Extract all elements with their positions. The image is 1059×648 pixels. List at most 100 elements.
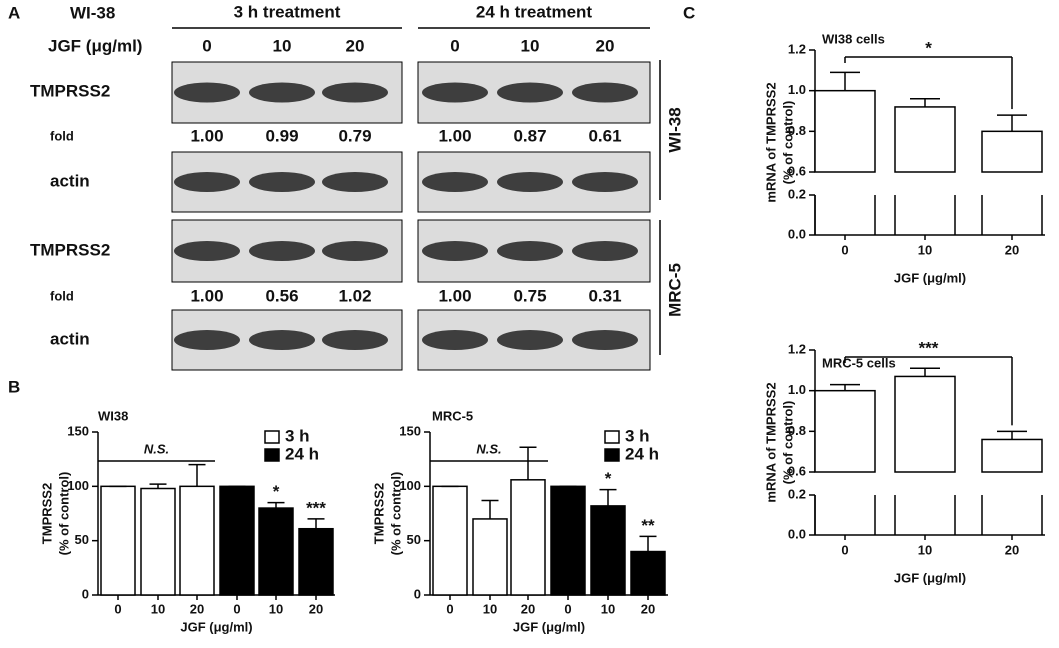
y-tick-label: 1.2 bbox=[788, 341, 806, 356]
fold-value: 0.79 bbox=[338, 126, 371, 145]
y-tick-label: 50 bbox=[407, 532, 421, 547]
y-axis-label: TMPRSS2 bbox=[371, 483, 386, 544]
fold-value: 1.00 bbox=[438, 286, 471, 305]
bar bbox=[550, 485, 586, 596]
y-tick-label: 0 bbox=[82, 586, 89, 601]
band bbox=[422, 330, 488, 350]
y-tick-label: 1.0 bbox=[788, 82, 806, 97]
dose: 0 bbox=[450, 36, 459, 55]
x-axis-label: JGF (μg/ml) bbox=[894, 570, 966, 585]
y-tick-label: 100 bbox=[67, 478, 89, 493]
band bbox=[174, 330, 240, 350]
x-tick-label: 10 bbox=[918, 242, 932, 257]
panel-label: A bbox=[8, 3, 20, 22]
y-tick-label: 0.2 bbox=[788, 186, 806, 201]
dose: 0 bbox=[202, 36, 211, 55]
band bbox=[174, 82, 240, 103]
x-tick-label: 20 bbox=[309, 601, 323, 616]
legend-swatch bbox=[264, 430, 280, 444]
x-tick-label: 10 bbox=[601, 601, 615, 616]
fold-value: 0.56 bbox=[265, 286, 298, 305]
band bbox=[422, 172, 488, 192]
dose: 20 bbox=[346, 36, 365, 55]
y-axis-label: mRNA of TMPRSS2 bbox=[763, 82, 778, 202]
bar bbox=[814, 389, 876, 473]
band bbox=[497, 330, 563, 350]
fold-value: 0.99 bbox=[265, 126, 298, 145]
y-axis-label: TMPRSS2 bbox=[39, 483, 54, 544]
side-label: WI-38 bbox=[665, 107, 684, 152]
y-axis-label: (% of control) bbox=[780, 401, 795, 485]
x-axis-label: JGF (μg/ml) bbox=[894, 270, 966, 285]
panel-label: B bbox=[8, 377, 20, 396]
row-label: fold bbox=[50, 288, 74, 303]
x-tick-label: 0 bbox=[841, 542, 848, 557]
band bbox=[174, 172, 240, 192]
chart-subtitle: MRC-5 bbox=[432, 408, 473, 423]
y-tick-label: 0.8 bbox=[788, 123, 806, 138]
dose-label: JGF (μg/ml) bbox=[48, 36, 142, 55]
x-tick-label: 20 bbox=[1005, 542, 1019, 557]
x-tick-label: 10 bbox=[269, 601, 283, 616]
significance: * bbox=[925, 38, 932, 57]
band bbox=[322, 241, 388, 261]
bar bbox=[894, 375, 956, 473]
bar bbox=[179, 485, 215, 596]
band bbox=[249, 82, 315, 103]
bar bbox=[100, 485, 136, 596]
significance: * bbox=[273, 482, 280, 501]
legend-label: 24 h bbox=[625, 444, 659, 463]
significance: * bbox=[605, 469, 612, 488]
bar bbox=[981, 438, 1043, 473]
group-title: 24 h treatment bbox=[476, 2, 593, 21]
legend-swatch bbox=[264, 448, 280, 462]
y-tick-label: 100 bbox=[399, 478, 421, 493]
band bbox=[422, 241, 488, 261]
y-tick-label: 0.0 bbox=[788, 526, 806, 541]
y-axis-label: mRNA of TMPRSS2 bbox=[763, 382, 778, 502]
band bbox=[249, 172, 315, 192]
y-tick-label: 0.0 bbox=[788, 226, 806, 241]
y-tick-label: 0 bbox=[414, 586, 421, 601]
y-axis-label: (% of control) bbox=[388, 472, 403, 556]
row-label: fold bbox=[50, 128, 74, 143]
fold-value: 1.00 bbox=[190, 126, 223, 145]
y-tick-label: 50 bbox=[75, 532, 89, 547]
y-tick-label: 1.0 bbox=[788, 382, 806, 397]
band bbox=[322, 82, 388, 103]
bar bbox=[814, 89, 876, 173]
band bbox=[497, 82, 563, 103]
bar bbox=[219, 485, 255, 596]
fold-value: 0.87 bbox=[513, 126, 546, 145]
y-tick-label: 1.2 bbox=[788, 41, 806, 56]
y-tick-label: 0.8 bbox=[788, 423, 806, 438]
x-tick-label: 10 bbox=[151, 601, 165, 616]
band bbox=[572, 172, 638, 192]
x-tick-label: 0 bbox=[233, 601, 240, 616]
chart-subtitle: WI38 cells bbox=[822, 31, 885, 46]
cell-line: WI-38 bbox=[70, 3, 115, 22]
band bbox=[249, 330, 315, 350]
dose: 20 bbox=[596, 36, 615, 55]
bar bbox=[472, 518, 508, 596]
group-label: N.S. bbox=[476, 441, 501, 456]
x-tick-label: 0 bbox=[446, 601, 453, 616]
dose: 10 bbox=[273, 36, 292, 55]
x-tick-label: 10 bbox=[483, 601, 497, 616]
x-tick-label: 20 bbox=[641, 601, 655, 616]
chart-subtitle: MRC-5 cells bbox=[822, 355, 896, 370]
x-tick-label: 0 bbox=[841, 242, 848, 257]
x-axis-label: JGF (μg/ml) bbox=[180, 619, 252, 634]
fold-value: 1.00 bbox=[438, 126, 471, 145]
band bbox=[249, 241, 315, 261]
band bbox=[322, 330, 388, 350]
chart-subtitle: WI38 bbox=[98, 408, 128, 423]
x-tick-label: 20 bbox=[1005, 242, 1019, 257]
bar bbox=[140, 487, 176, 596]
legend-label: 3 h bbox=[625, 426, 650, 445]
band bbox=[422, 82, 488, 103]
y-tick-label: 150 bbox=[399, 423, 421, 438]
legend-swatch bbox=[604, 448, 620, 462]
band bbox=[322, 172, 388, 192]
